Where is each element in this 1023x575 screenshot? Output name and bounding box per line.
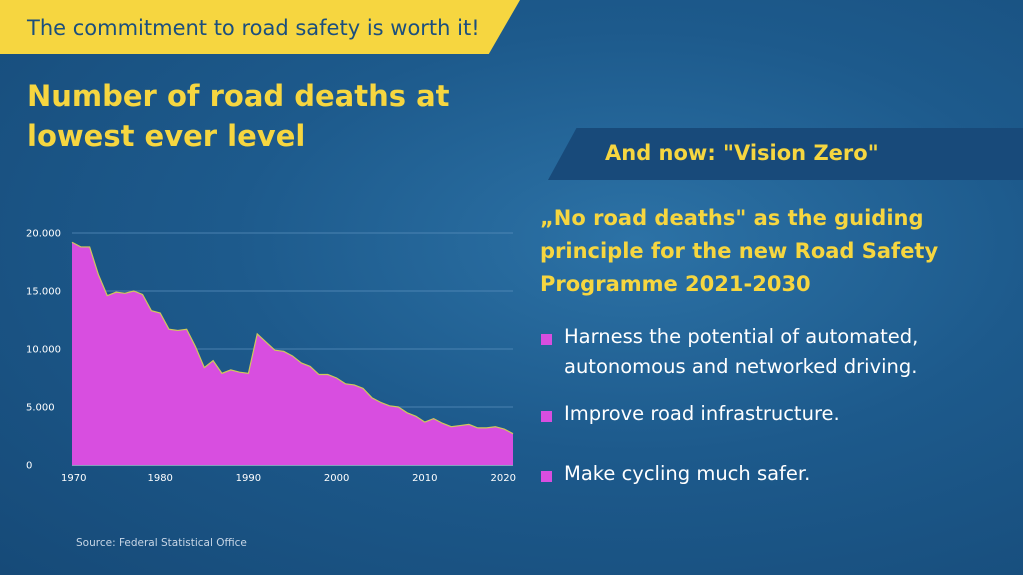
bullet-square-icon <box>541 411 552 422</box>
bullet-square-icon <box>541 471 552 482</box>
guiding-principle: „No road deaths" as the guiding principl… <box>540 206 939 296</box>
road-deaths-area-chart: 0 5.000 10.000 15.000 20.000 1970 1980 1990 2000… <box>26 229 516 485</box>
bullet-text: Make cycling much safer. <box>564 462 811 485</box>
x-tick-label: 2020 <box>491 473 516 484</box>
y-tick-label: 10.000 <box>26 345 61 356</box>
source-note: Source: Federal Statistical Office <box>76 537 247 549</box>
road-deaths-area <box>72 242 513 465</box>
y-tick-label: 15.000 <box>26 287 61 298</box>
bullet-text: Harness the potential of automated, auto… <box>564 325 919 378</box>
x-tick-label: 1980 <box>147 473 172 484</box>
bullet-text: Improve road infrastructure. <box>564 402 840 425</box>
y-tick-label: 0 <box>26 461 32 472</box>
vision-zero-band <box>548 128 1023 180</box>
headline: Number of road deaths at lowest ever lev… <box>27 79 450 153</box>
top-banner <box>0 0 520 54</box>
road-deaths-line <box>71 241 514 435</box>
x-tick-label: 1990 <box>236 473 261 484</box>
bullet-square-icon <box>541 334 552 345</box>
y-tick-label: 5.000 <box>26 403 55 414</box>
x-tick-label: 2010 <box>412 473 437 484</box>
x-tick-label: 1970 <box>61 473 86 484</box>
x-tick-label: 2000 <box>324 473 349 484</box>
vision-zero-heading: And now: "Vision Zero" <box>605 141 879 165</box>
banner-text: The commitment to road safety is worth i… <box>27 16 480 40</box>
y-tick-label: 20.000 <box>26 229 61 240</box>
